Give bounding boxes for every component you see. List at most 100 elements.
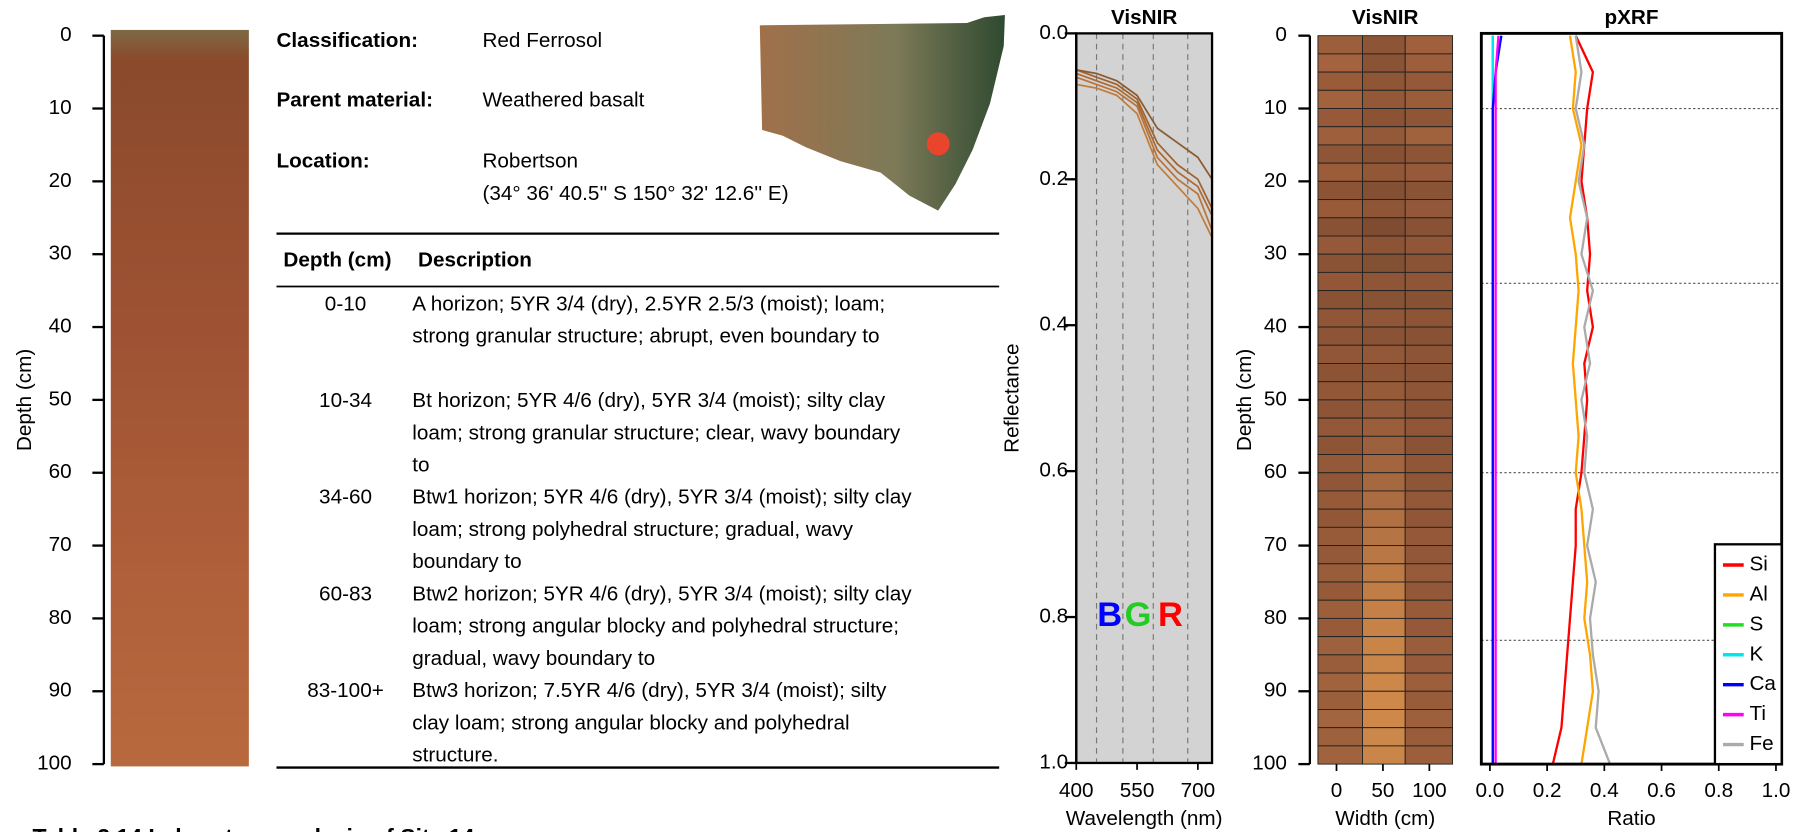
color-cell xyxy=(1362,637,1405,655)
x-tick-label: 0.2 xyxy=(1533,779,1562,802)
y-tick-label: 80 xyxy=(1264,606,1287,629)
color-cell xyxy=(1362,345,1405,363)
band-annotation: R xyxy=(1158,596,1183,634)
info-label: Parent material: xyxy=(276,89,433,112)
color-cell xyxy=(1362,72,1405,90)
x-axis-label: Ratio xyxy=(1607,807,1655,830)
y-tick-label: 90 xyxy=(49,679,72,702)
x-tick-label: 1.0 xyxy=(1762,779,1791,802)
color-cell xyxy=(1318,163,1363,181)
y-tick-label: 50 xyxy=(1264,387,1287,410)
legend-label: Si xyxy=(1749,552,1767,575)
table-description: to xyxy=(412,454,429,477)
color-cell xyxy=(1362,90,1405,108)
color-cell xyxy=(1318,400,1363,418)
element-line xyxy=(1493,36,1502,764)
color-cell xyxy=(1318,382,1363,400)
color-cell xyxy=(1362,618,1405,636)
color-cell xyxy=(1362,418,1405,436)
table-description: loam; strong granular structure; clear, … xyxy=(412,421,901,444)
y-tick-label: 0.6 xyxy=(1039,459,1068,482)
x-tick-label: 0.6 xyxy=(1647,779,1676,802)
y-tick-label: 60 xyxy=(49,460,72,483)
color-cell xyxy=(1405,673,1452,691)
color-cell xyxy=(1362,546,1405,564)
table-description: Btw3 horizon; 7.5YR 4/6 (dry), 5YR 3/4 (… xyxy=(412,679,887,702)
color-cell xyxy=(1362,746,1405,764)
y-tick-label: 90 xyxy=(1264,679,1287,702)
color-cell xyxy=(1362,327,1405,345)
legend-label: Al xyxy=(1749,582,1767,605)
color-cell xyxy=(1362,109,1405,127)
color-cell xyxy=(1405,309,1452,327)
color-cell xyxy=(1318,127,1363,145)
color-cell xyxy=(1318,546,1363,564)
color-cell xyxy=(1362,127,1405,145)
y-tick-label: 0 xyxy=(1275,23,1287,46)
table-description: clay loam; strong angular blocky and pol… xyxy=(412,711,849,734)
color-cell xyxy=(1318,218,1363,236)
color-cell xyxy=(1405,400,1452,418)
color-cell xyxy=(1318,145,1363,163)
color-cell xyxy=(1318,491,1363,509)
x-tick-label: 50 xyxy=(1371,779,1394,802)
band-annotation: G xyxy=(1125,596,1152,634)
table: Depth (cm) Description 0-10A horizon; 5Y… xyxy=(276,234,999,768)
color-cell xyxy=(1405,363,1452,381)
legend-label: K xyxy=(1749,642,1763,665)
color-cell xyxy=(1318,527,1363,545)
color-cell xyxy=(1318,109,1363,127)
table-depth: 83-100+ xyxy=(307,679,384,702)
table-description: strong granular structure; abrupt, even … xyxy=(412,325,879,348)
color-cell xyxy=(1318,655,1363,673)
color-cell xyxy=(1405,546,1452,564)
color-cell xyxy=(1362,181,1405,199)
x-tick-label: 100 xyxy=(1412,779,1447,802)
color-cell xyxy=(1405,655,1452,673)
y-tick-label: 60 xyxy=(1264,460,1287,483)
color-cell xyxy=(1362,145,1405,163)
info: Classification: Red Ferrosol Parent mate… xyxy=(276,29,788,205)
color-cell xyxy=(1318,637,1363,655)
y-tick-label: 0 xyxy=(60,23,72,46)
color-cell xyxy=(1362,600,1405,618)
color-cell xyxy=(1362,36,1405,54)
legend-label: Fe xyxy=(1749,732,1773,755)
color-cell xyxy=(1405,345,1452,363)
color-cell xyxy=(1318,728,1363,746)
legend: SiAlSKCaTiFe xyxy=(1715,544,1782,764)
soil-photo xyxy=(111,30,249,766)
y-tick-label: 10 xyxy=(49,96,72,119)
color-cell xyxy=(1362,564,1405,582)
chart-title: pXRF xyxy=(1604,6,1658,29)
color-cell xyxy=(1318,618,1363,636)
color-cell xyxy=(1405,218,1452,236)
color-cell xyxy=(1318,345,1363,363)
color-cell xyxy=(1362,54,1405,72)
y-tick-label: 1.0 xyxy=(1039,750,1068,773)
legend-label: Ti xyxy=(1749,702,1765,725)
color-cell xyxy=(1318,236,1363,254)
y-tick-label: 40 xyxy=(1264,315,1287,338)
y-tick-label: 50 xyxy=(49,387,72,410)
color-cell xyxy=(1318,709,1363,727)
y-tick-label: 20 xyxy=(49,169,72,192)
color-cell xyxy=(1362,363,1405,381)
y-tick-label: 0.4 xyxy=(1039,313,1068,336)
color-cell xyxy=(1362,272,1405,290)
color-cell xyxy=(1405,163,1452,181)
color-cell xyxy=(1405,181,1452,199)
table-description: loam; strong angular blocky and polyhedr… xyxy=(412,615,899,638)
color-cell xyxy=(1405,72,1452,90)
table-header: Description xyxy=(418,249,532,272)
y-axis-label: Reflectance xyxy=(1000,343,1023,452)
color-cell xyxy=(1405,527,1452,545)
y-tick-label: 70 xyxy=(49,533,72,556)
color-cell xyxy=(1405,746,1452,764)
color-cell xyxy=(1318,363,1363,381)
y-tick-label: 0.2 xyxy=(1039,167,1068,190)
color-cell xyxy=(1362,473,1405,491)
color-cell xyxy=(1362,527,1405,545)
info-value: Robertson xyxy=(482,150,578,173)
